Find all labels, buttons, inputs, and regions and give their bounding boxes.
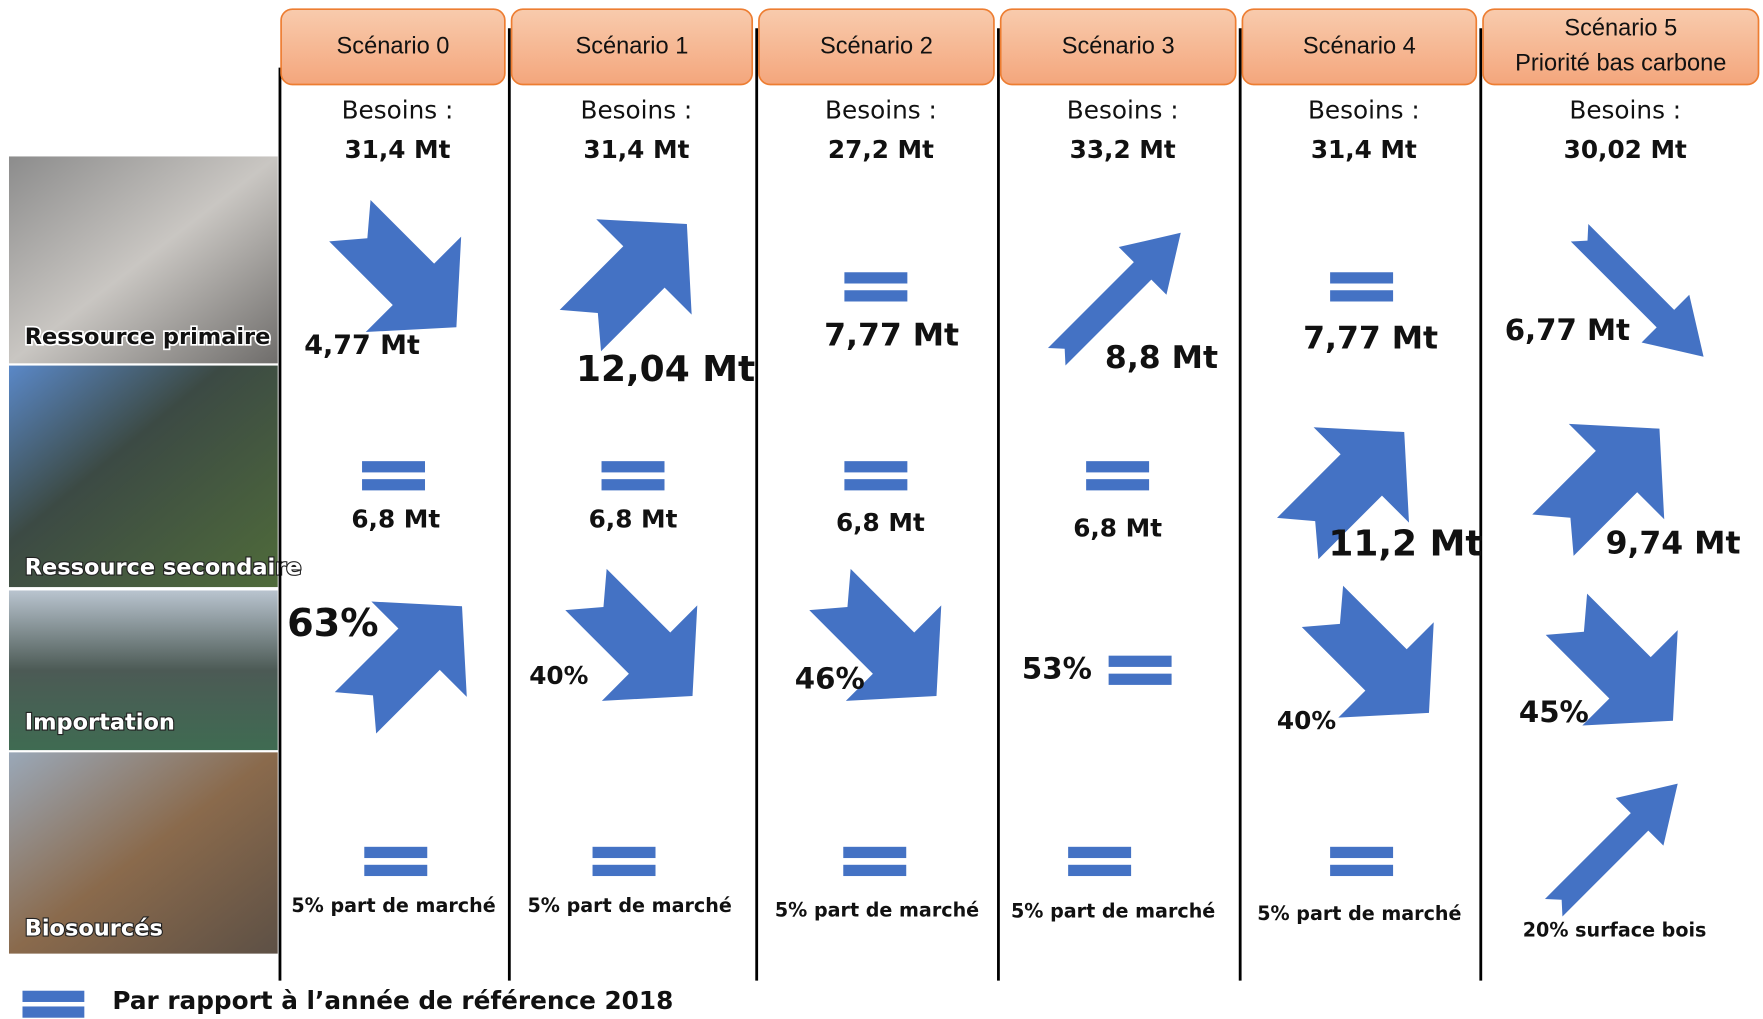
- cell-value: 5% part de marché: [291, 894, 495, 917]
- cell-value: 6,8 Mt: [589, 505, 678, 534]
- legend-text: Par rapport à l’année de référence 2018: [112, 986, 673, 1015]
- cell-value: 7,77 Mt: [1303, 321, 1438, 357]
- cell-value: 40%: [529, 661, 588, 690]
- cell-value: 8,8 Mt: [1105, 340, 1218, 376]
- scenario-title: Scénario 0: [337, 34, 450, 60]
- equal-icon: [364, 847, 427, 858]
- equal-icon: [844, 479, 907, 490]
- needs-label: Besoins :: [825, 95, 937, 124]
- equal-icon: [362, 479, 425, 490]
- needs-value: 31,4 Mt: [1311, 135, 1417, 164]
- trend-arrow: [1519, 567, 1721, 769]
- needs-label: Besoins :: [342, 95, 454, 124]
- equal-icon: [1109, 656, 1172, 667]
- equal-icon: [1109, 674, 1172, 685]
- needs-label: Besoins :: [581, 95, 693, 124]
- equal-icon: [1330, 272, 1393, 283]
- equal-icon: [364, 865, 427, 876]
- trend-arrow: [538, 542, 740, 744]
- equal-icon: [1068, 865, 1131, 876]
- cell-value: 6,8 Mt: [351, 505, 440, 534]
- trend-arrow: [308, 559, 510, 761]
- cell-value: 46%: [795, 661, 865, 695]
- equal-icon: [1330, 290, 1393, 301]
- scenario-title: Scénario 5: [1564, 16, 1677, 42]
- diagram: Par rapport à l’année de référence 2018 …: [0, 0, 1763, 1019]
- scenario-title: Scénario 2: [820, 34, 933, 60]
- scenario-title: Scénario 1: [575, 34, 688, 60]
- cell-value: 6,8 Mt: [836, 508, 925, 537]
- equal-icon: [602, 461, 665, 472]
- equal-icon: [843, 847, 906, 858]
- equal-icon: [844, 461, 907, 472]
- scenario-title: Scénario 3: [1062, 34, 1175, 60]
- needs-value: 31,4 Mt: [344, 135, 450, 164]
- needs-label: Besoins :: [1067, 95, 1179, 124]
- cell-value: 12,04 Mt: [576, 349, 755, 390]
- row-label: Biosourcés: [25, 915, 163, 941]
- equal-icon: [362, 461, 425, 472]
- row-label: Ressource primaire: [25, 324, 271, 350]
- cell-value: 11,2 Mt: [1328, 523, 1482, 564]
- needs-value: 33,2 Mt: [1070, 135, 1176, 164]
- trend-arrow: [1556, 209, 1728, 381]
- equal-icon: [593, 847, 656, 858]
- legend-icon: [22, 991, 84, 1002]
- scenario-title: Scénario 4: [1303, 34, 1416, 60]
- equal-icon: [844, 290, 907, 301]
- scenario-title: Priorité bas carbone: [1515, 50, 1726, 76]
- cell-value: 53%: [1022, 651, 1092, 685]
- cell-value: 7,77 Mt: [824, 317, 959, 353]
- needs-label: Besoins :: [1308, 95, 1420, 124]
- trend-arrow: [1530, 760, 1702, 932]
- cell-value: 5% part de marché: [775, 898, 979, 921]
- cell-value: 4,77 Mt: [304, 330, 420, 361]
- equal-icon: [1068, 847, 1131, 858]
- page: {"rows": [{"label": "Ressource primaire"…: [0, 0, 1763, 1019]
- equal-icon: [602, 479, 665, 490]
- trend-arrow: [782, 542, 984, 744]
- cell-value: 20% surface bois: [1523, 919, 1707, 942]
- needs-value: 31,4 Mt: [583, 135, 689, 164]
- trend-arrow: [533, 176, 735, 378]
- row-label: Importation: [25, 710, 175, 736]
- cell-value: 5% part de marché: [1257, 902, 1461, 925]
- needs-value: 27,2 Mt: [828, 135, 934, 164]
- cell-value: 40%: [1277, 706, 1336, 735]
- cell-value: 45%: [1519, 695, 1589, 729]
- cell-value: 6,77 Mt: [1505, 313, 1630, 347]
- equal-icon: [593, 865, 656, 876]
- equal-icon: [1330, 847, 1393, 858]
- cell-value: 5% part de marché: [527, 894, 731, 917]
- cell-value: 9,74 Mt: [1606, 525, 1741, 561]
- needs-value: 30,02 Mt: [1564, 135, 1687, 164]
- cell-value: 6,8 Mt: [1073, 514, 1162, 543]
- needs-label: Besoins :: [1569, 95, 1681, 124]
- equal-icon: [1330, 865, 1393, 876]
- equal-icon: [1086, 461, 1149, 472]
- cell-value: 63%: [287, 602, 378, 646]
- equal-icon: [844, 272, 907, 283]
- legend-icon: [22, 1006, 84, 1017]
- row-label: Ressource secondaire: [25, 554, 302, 580]
- cell-value: 5% part de marché: [1011, 900, 1215, 923]
- equal-icon: [843, 865, 906, 876]
- equal-icon: [1086, 479, 1149, 490]
